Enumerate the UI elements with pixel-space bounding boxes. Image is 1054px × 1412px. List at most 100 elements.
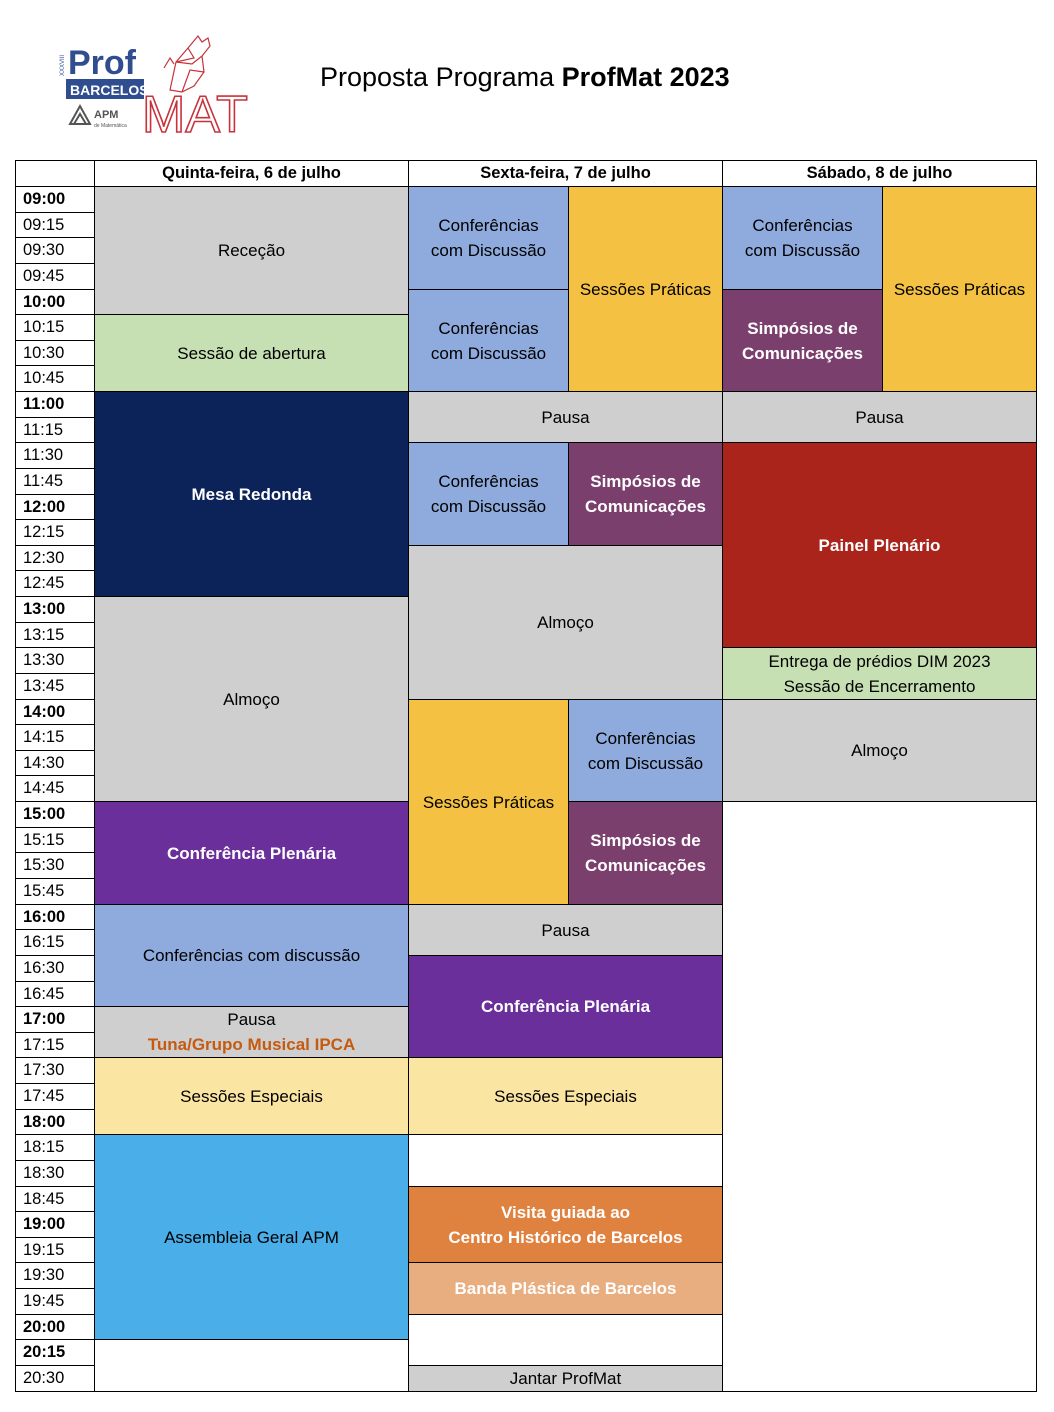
time-slot: 20:15 <box>15 1339 95 1366</box>
schedule-event: Painel Plenário <box>722 442 1037 648</box>
schedule-event: Sessão de abertura <box>94 314 409 392</box>
logo-mat-text: MAT <box>142 86 248 138</box>
time-slot: 18:30 <box>15 1160 95 1187</box>
event-label: Pausa <box>541 407 590 427</box>
time-slot: 14:45 <box>15 775 95 802</box>
schedule-event: Sessões Práticas <box>408 699 569 905</box>
event-label: com Discussão <box>430 497 547 516</box>
time-label: 15:45 <box>23 882 65 900</box>
schedule-event: Simpósios de Comunicações <box>568 442 723 546</box>
time-label: 14:30 <box>23 753 65 772</box>
schedule-event: Banda Plástica de Barcelos <box>408 1262 723 1315</box>
event-label: Receção <box>217 241 286 260</box>
schedule-event: Entrega de prédios DIM 2023 Sessão de Enc… <box>722 647 1037 700</box>
event-label: com Discussão <box>744 241 861 260</box>
time-label: 20:15 <box>23 1343 66 1361</box>
time-label: 11:00 <box>23 395 65 413</box>
page-title: Proposta Programa ProfMat 2023 <box>320 62 730 93</box>
time-label: 15:00 <box>23 805 66 823</box>
day-header: Quinta-feira, 6 de julho <box>94 160 409 187</box>
time-slot: 19:45 <box>15 1288 95 1315</box>
time-label: 14:15 <box>23 728 65 746</box>
time-slot: 15:45 <box>15 878 95 905</box>
time-label: 10:00 <box>23 292 66 311</box>
event-label: Simpósios de <box>747 318 858 338</box>
empty-slot <box>722 801 1037 1392</box>
time-label: 13:30 <box>23 651 65 669</box>
apm-icon <box>68 103 92 125</box>
event-label: Conferência Plenária <box>166 843 337 863</box>
time-label: 19:00 <box>23 1215 66 1233</box>
time-label: 17:30 <box>23 1061 65 1079</box>
time-slot: 13:15 <box>15 622 95 648</box>
event-subtitle: Tuna/Grupo Musical IPCA <box>147 1035 356 1054</box>
time-slot: 09:30 <box>15 237 95 264</box>
profmat-logo: XXXVIII Prof BARCELOS APM de Matemática … <box>52 28 262 145</box>
time-slot: 16:30 <box>15 955 95 982</box>
time-slot: 11:30 <box>15 442 95 469</box>
time-label: 09:45 <box>23 267 65 285</box>
schedule-event: Conferências com Discussão <box>568 699 723 802</box>
event-label: Assembleia Geral APM <box>164 1227 339 1247</box>
day-header-label: Quinta-feira, 6 de julho <box>162 164 341 182</box>
day-header: Sábado, 8 de julho <box>722 160 1037 187</box>
event-label: Painel Plenário <box>818 535 941 555</box>
time-label: 14:45 <box>23 779 65 797</box>
empty-slot <box>94 1339 409 1392</box>
time-slot: 13:30 <box>15 647 95 674</box>
time-label: 12:15 <box>23 523 65 541</box>
event-label: Jantar ProfMat <box>509 1369 622 1388</box>
time-slot: 09:15 <box>15 212 95 238</box>
time-slot: 09:00 <box>15 186 95 213</box>
time-slot: 14:15 <box>15 724 95 751</box>
event-label: Almoço <box>223 689 280 709</box>
event-label: Conferências <box>595 728 696 748</box>
time-slot: 20:30 <box>15 1365 95 1392</box>
time-slot: 19:30 <box>15 1262 95 1289</box>
event-label: Conferência Plenária <box>480 997 651 1016</box>
event-label: Conferências com discussão <box>142 946 361 965</box>
event-label: Banda Plástica de Barcelos <box>454 1279 677 1298</box>
time-slot: 19:15 <box>15 1237 95 1263</box>
svg-text:XXXVIII: XXXVIII <box>60 55 66 76</box>
time-label: 13:45 <box>23 677 65 695</box>
event-label: Simpósios de <box>590 472 701 491</box>
event-label: Sessões Práticas <box>579 279 712 299</box>
event-label: Almoço <box>851 741 908 760</box>
schedule-event: Pausa <box>408 391 723 443</box>
time-slot: 10:30 <box>15 340 95 366</box>
time-slot: 13:45 <box>15 673 95 700</box>
time-label: 13:00 <box>23 600 66 618</box>
time-slot: 18:15 <box>15 1134 95 1161</box>
time-label: 20:00 <box>23 1317 66 1336</box>
event-label: com Discussão <box>430 241 547 260</box>
event-label: Conferências <box>438 472 539 491</box>
time-slot: 10:00 <box>15 289 95 315</box>
time-slot: 17:00 <box>15 1006 95 1033</box>
event-label: Simpósios de <box>590 831 701 850</box>
logo-barcelos-text: BARCELOS <box>70 82 149 98</box>
event-label: Comunicações <box>585 856 706 875</box>
time-label: 12:45 <box>23 574 65 592</box>
empty-slot <box>408 1134 723 1187</box>
time-label: 18:30 <box>23 1164 65 1182</box>
time-slot: 17:30 <box>15 1057 95 1084</box>
time-slot: 18:00 <box>15 1109 95 1135</box>
event-label: Comunicações <box>585 497 706 516</box>
title-prefix: Proposta Programa <box>320 62 562 92</box>
event-label: Sessões Especiais <box>180 1086 323 1106</box>
time-slot: 10:15 <box>15 314 95 341</box>
schedule-event: Pausa Tuna/Grupo Musical IPCA <box>94 1006 409 1058</box>
schedule-event: Conferência Plenária <box>408 955 723 1058</box>
time-label: 18:15 <box>23 1138 65 1156</box>
schedule-event: Pausa <box>408 904 723 956</box>
time-slot: 16:45 <box>15 981 95 1007</box>
time-label: 09:30 <box>23 241 65 259</box>
event-label: Centro Histórico de Barcelos <box>448 1227 683 1247</box>
schedule-event: Conferências com Discussão <box>408 442 569 546</box>
time-label: 18:45 <box>23 1189 65 1208</box>
time-label: 15:15 <box>23 830 65 849</box>
time-label: 12:00 <box>23 497 66 516</box>
event-label: Conferências <box>438 216 539 235</box>
schedule-event: Simpósios de Comunicações <box>568 801 723 905</box>
